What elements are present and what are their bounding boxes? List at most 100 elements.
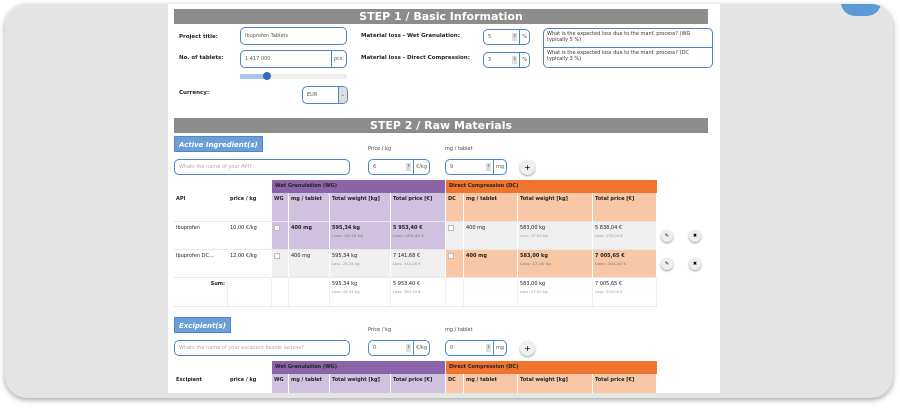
cell-value: 400 mg [466,253,487,259]
excipient-add-button[interactable]: + [520,341,535,356]
sum-value: 595,34 kg [332,281,358,287]
currency-select[interactable]: EUR ⌄ [302,86,348,104]
column-header: price / kg [228,374,272,393]
table-cell: 12,00 €/kg [228,250,272,278]
column-header: DC [446,193,464,222]
value: 9 [450,164,454,170]
spinner-icon[interactable]: ⇕ [406,344,412,352]
api-add-button[interactable]: + [520,160,535,175]
spinner-icon[interactable]: ⇕ [485,163,491,171]
sum-cell: 5 953,40 € Loss: 283,40 € [391,278,446,307]
edit-button[interactable]: ✎ [661,230,673,242]
cell-value: 12,00 €/kg [230,253,257,259]
table-cell: 583,00 kg Loss: 17,00 kg [518,250,593,278]
excipient-price-input[interactable]: 0 ⇕ €/kg [368,340,430,356]
api-price-input[interactable]: 6 ⇕ €/kg [368,159,430,175]
api-name-input[interactable]: Whats the name of your API? [174,159,350,175]
sum-cell [446,278,464,307]
excipient-mg-input[interactable]: 0 ⇕ mg [445,340,507,356]
spinner-icon[interactable]: ⇕ [485,344,491,352]
price-label: Price / kg [368,146,392,152]
loss-value: Loss: 340,08 € [393,261,421,266]
api-mg-input[interactable]: 9 ⇕ mg [445,159,507,175]
column-header: mg / tablet [289,374,330,393]
chevron-down-icon: ⌄ [337,87,347,103]
cell-value: 595,34 kg [332,225,360,231]
column-header: API [174,193,228,222]
delete-button[interactable]: ✖ [689,230,701,242]
loss-dc-input[interactable]: 3 ⇕% [483,52,530,68]
loss-wg-label: Material loss - Wet Granulation: [361,33,460,39]
cell-value: 5 953,40 € [393,225,423,231]
edit-button[interactable]: ✎ [661,258,673,270]
loss-dc-label: Material loss - Direct Compression: [361,55,470,61]
dc-checkbox[interactable] [448,225,454,231]
column-header: Total weight [kg] [330,193,391,222]
sum-cell [464,278,518,307]
column-header: WG [272,193,289,222]
cell-value: 10,00 €/kg [230,225,257,231]
sum-value: 7 005,65 € [595,281,623,287]
column-header: price / kg [228,193,272,222]
sum-cell: Sum: [174,278,228,307]
hint-wg: What is the expected loss due to the man… [544,29,712,48]
column-header: Total price [€] [391,193,446,222]
cell-value: 7 005,65 € [595,253,625,259]
api-badge[interactable]: Active Ingredient(s) [174,136,263,152]
loss-value: Loss: 28,34 kg [332,261,360,266]
corner-button[interactable] [841,4,881,16]
loss-value: Loss: 17,00 kg [520,233,548,238]
cell-value: 400 mg [291,225,312,231]
dc-group-header: Direct Compression (DC) [446,180,657,193]
hint-dc: What is the expected loss due to the man… [547,50,689,62]
calculator-page: STEP 1 / Basic Information Project title… [168,4,720,393]
excipient-badge[interactable]: Excipient(s) [174,317,231,333]
excipient-name-input[interactable]: Whats the name of your excipient beside … [174,340,350,356]
table-cell: 595,34 kg Loss: 28,34 kg [330,250,391,278]
loss-value: Loss: 28,34 kg [332,289,360,294]
table-cell: 583,00 kg Loss: 17,00 kg [518,222,593,250]
tablets-slider[interactable] [240,72,347,80]
table-cell: ✓ [446,250,464,278]
loss-value: Loss: 28,34 kg [332,233,363,238]
value: 6 [373,164,377,170]
tablets-input[interactable]: 1 417 000 pcs. [240,50,347,68]
slider-handle[interactable] [262,72,271,80]
spinner-icon[interactable]: ⇕ [512,33,518,41]
column-header: Excipient [174,374,228,393]
unit: mg [492,341,506,355]
spinner-icon[interactable]: ⇕ [406,163,412,171]
table-cell: 7 005,65 € Loss: 204,05 € [593,250,657,278]
sum-cell [272,278,289,307]
loss-value: Loss: 283,40 € [393,289,421,294]
loss-value: Loss: 17,00 kg [520,289,548,294]
dc-checkbox[interactable]: ✓ [448,253,454,259]
loss-value: Loss: 204,05 € [595,289,623,294]
currency-label: Currency: [179,90,210,96]
value: 0 [450,345,454,351]
price-label: Price / kg [368,327,392,333]
column-header: DC [446,374,464,393]
spinner-icon[interactable]: ⇕ [512,56,518,64]
column-header: Total weight [kg] [518,193,593,222]
project-title-input[interactable]: Ibuprofen Tablets [240,27,347,45]
unit: €/kg [413,341,429,355]
wg-group-header: Wet Granulation (WG) [272,180,445,193]
wg-checkbox[interactable]: ✓ [274,225,280,231]
column-header: Total price [€] [593,193,657,222]
delete-button[interactable]: ✖ [689,258,701,270]
loss-value: Loss: 204,05 € [595,261,627,266]
table-cell: 400 mg [464,222,518,250]
step1-header: STEP 1 / Basic Information [174,9,708,24]
table-cell: 5 953,40 € Loss: 283,40 € [391,222,446,250]
loss-wg-input[interactable]: 5 ⇕% [483,29,530,45]
table-cell: 7 141,68 € Loss: 340,08 € [391,250,446,278]
cell-value: 400 mg [466,225,486,231]
wg-checkbox[interactable] [274,253,280,259]
unit: €/kg [413,160,429,174]
sum-cell [228,278,272,307]
table-cell: 400 mg [464,250,518,278]
table-cell: 400 mg [289,250,330,278]
table-cell: 595,34 kg Loss: 28,34 kg [330,222,391,250]
cell-value: Ibuprofen DC... [176,253,214,259]
